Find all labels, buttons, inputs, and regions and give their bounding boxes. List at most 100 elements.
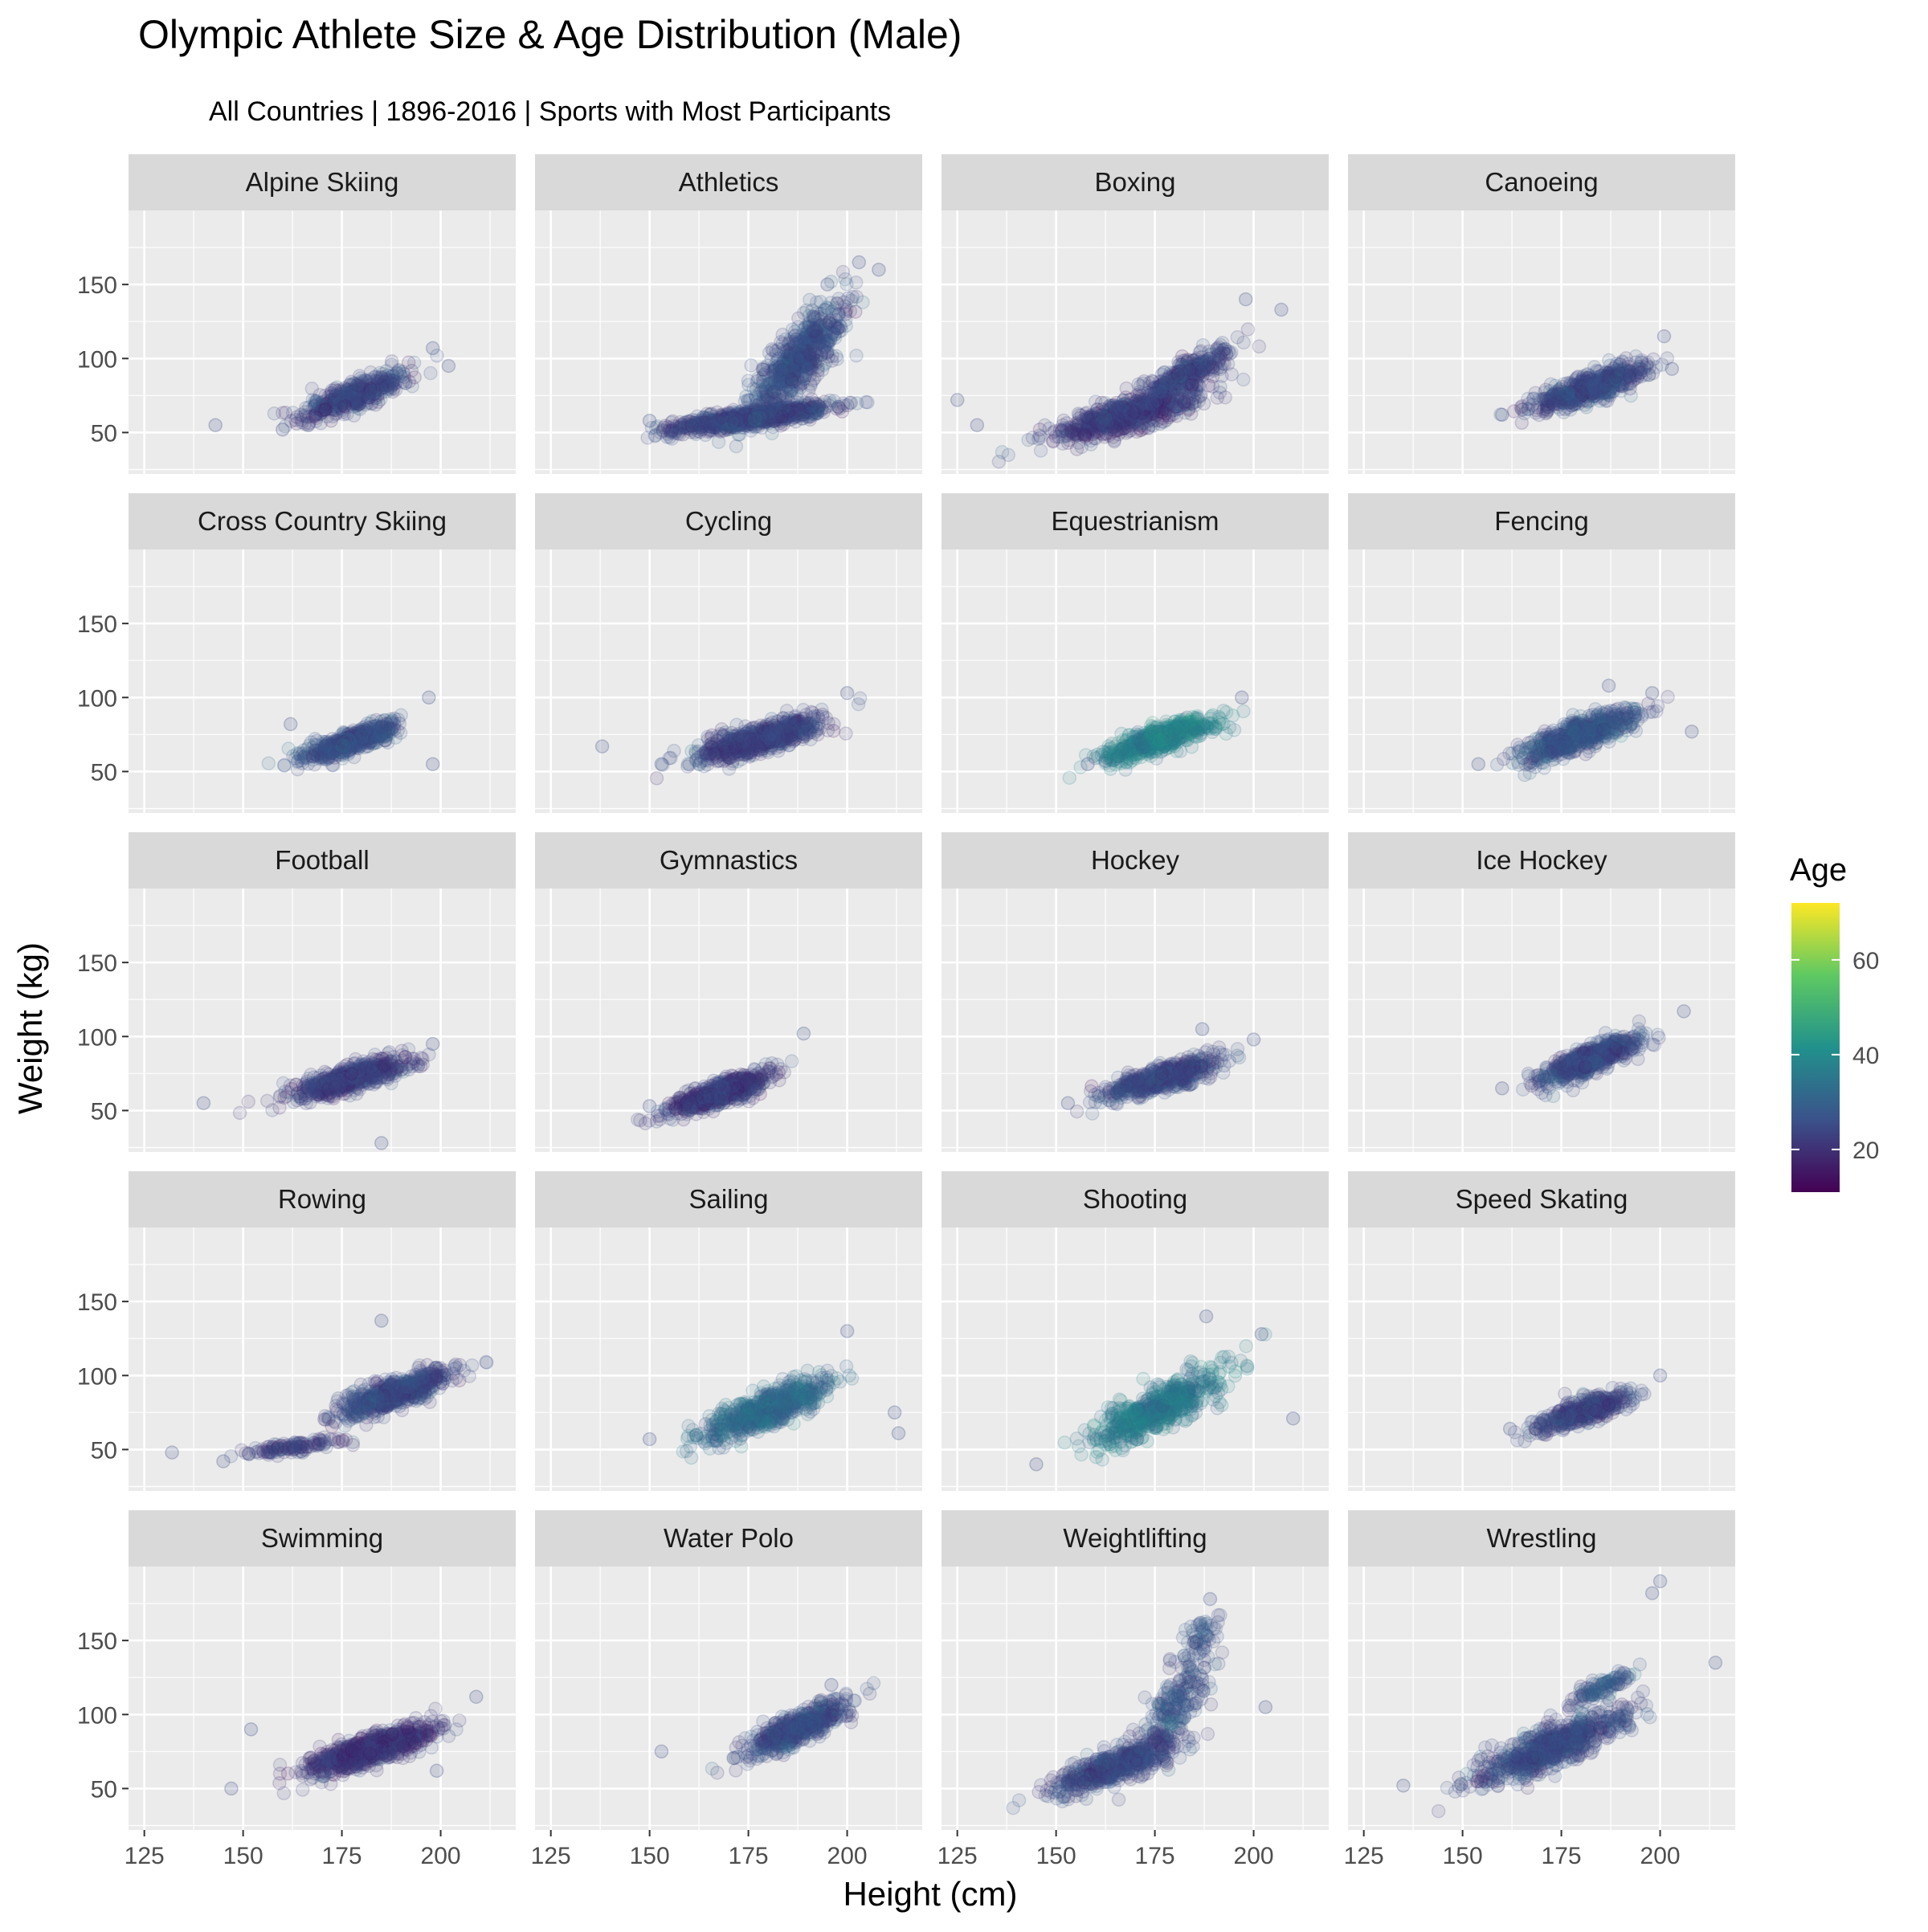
data-point: [343, 734, 356, 747]
data-point: [1101, 419, 1113, 431]
panel-background: [942, 549, 1329, 813]
data-point: [852, 256, 865, 269]
data-point: [711, 734, 724, 747]
data-point: [854, 692, 867, 705]
data-point: [1056, 431, 1069, 443]
data-point: [1168, 383, 1181, 396]
data-point: [1139, 397, 1152, 410]
data-point: [1537, 405, 1550, 418]
panel-background: [129, 549, 516, 813]
data-point: [424, 367, 437, 380]
data-point: [951, 394, 964, 406]
data-point: [752, 413, 765, 426]
data-point: [781, 729, 794, 742]
data-point: [740, 390, 753, 403]
data-point: [742, 378, 755, 391]
facet-label: Boxing: [1095, 167, 1176, 197]
data-point: [1614, 362, 1627, 375]
data-point: [771, 377, 784, 390]
data-point: [345, 398, 358, 410]
data-point: [776, 337, 789, 350]
data-point: [297, 751, 310, 764]
data-point: [818, 395, 831, 408]
facet-label: Alpine Skiing: [246, 167, 399, 197]
data-point: [872, 263, 885, 276]
data-point: [387, 382, 400, 394]
data-point: [860, 396, 872, 409]
data-point: [807, 349, 819, 362]
data-point: [268, 407, 280, 420]
data-point: [771, 366, 784, 378]
data-point: [821, 278, 834, 291]
data-point: [651, 772, 664, 785]
data-point: [1496, 408, 1509, 421]
data-point: [1240, 293, 1252, 306]
y-tick-label: 100: [77, 685, 117, 712]
data-point: [733, 428, 746, 441]
facet-label: Cross Country Skiing: [198, 506, 447, 536]
data-point: [992, 455, 1005, 468]
data-point: [1219, 391, 1232, 404]
data-point: [687, 419, 700, 431]
data-point: [282, 742, 295, 755]
data-point: [1252, 340, 1265, 353]
y-tick-label: 150: [77, 272, 117, 299]
data-point: [1199, 363, 1211, 376]
data-point: [1114, 415, 1127, 427]
data-point: [276, 423, 289, 436]
data-point: [748, 737, 761, 750]
data-point: [641, 431, 654, 444]
data-point: [811, 329, 823, 342]
data-point: [1193, 346, 1206, 359]
data-point: [1212, 355, 1225, 368]
data-point: [729, 440, 742, 453]
data-point: [836, 266, 849, 279]
y-tick-label: 150: [77, 611, 117, 638]
data-point: [789, 325, 802, 338]
facet-label: Canoeing: [1485, 167, 1598, 197]
data-point: [305, 382, 318, 395]
data-point: [1593, 365, 1606, 378]
data-point: [794, 723, 807, 736]
data-point: [209, 419, 222, 431]
data-point: [970, 419, 983, 431]
data-point: [1134, 380, 1147, 393]
data-point: [1615, 385, 1628, 398]
data-point: [666, 415, 679, 428]
data-point: [841, 687, 854, 700]
data-point: [335, 386, 348, 398]
data-point: [790, 364, 803, 377]
data-point: [262, 757, 275, 770]
y-tick-label: 50: [91, 759, 117, 786]
data-point: [830, 402, 843, 415]
data-point: [785, 383, 798, 396]
data-point: [819, 304, 831, 317]
data-point: [319, 740, 332, 753]
data-point: [745, 359, 758, 372]
facet-cycling: Cycling: [535, 493, 922, 813]
data-point: [1665, 362, 1678, 375]
data-point: [1275, 304, 1288, 317]
data-point: [1584, 382, 1597, 394]
data-point: [380, 729, 393, 741]
data-point: [299, 418, 312, 431]
y-tick-label: 100: [77, 346, 117, 373]
panel-background: [129, 210, 516, 474]
facet-cross-country-skiing: Cross Country Skiing 50 100 150: [77, 493, 516, 813]
data-point: [797, 704, 810, 717]
facet-equestrianism: Equestrianism: [942, 493, 1329, 813]
panel-background: [1348, 210, 1735, 474]
data-point: [284, 717, 297, 730]
data-point: [765, 725, 778, 738]
data-point: [1026, 431, 1039, 444]
data-point: [278, 759, 291, 772]
data-point: [655, 758, 668, 770]
chart-subtitle: All Countries | 1896-2016 | Sports with …: [209, 96, 891, 127]
data-point: [1241, 323, 1254, 336]
data-point: [796, 408, 809, 421]
data-point: [1035, 444, 1048, 457]
data-point: [596, 740, 609, 753]
y-tick-label: 50: [91, 420, 117, 447]
facet-label: Equestrianism: [1051, 506, 1219, 536]
